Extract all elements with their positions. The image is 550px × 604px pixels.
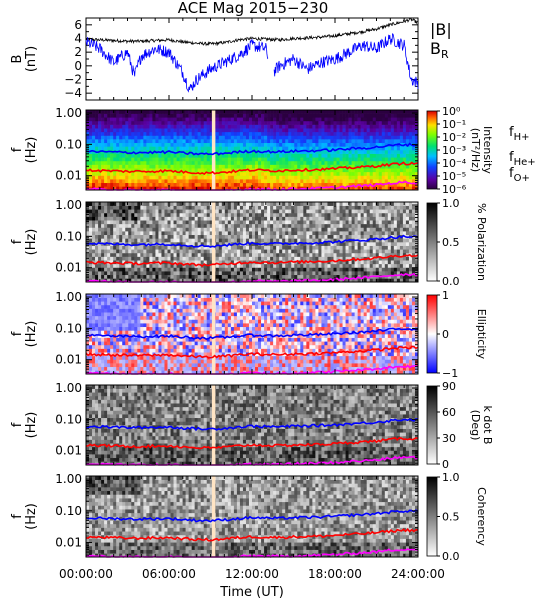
ellipticity-colorbar-tick-label: −1	[442, 367, 458, 380]
b-tick-label: −4	[64, 86, 82, 100]
data-gap	[212, 294, 215, 374]
chart-title: ACE Mag 2015−230	[178, 0, 329, 17]
x-tick-label: 18:00:00	[308, 567, 362, 581]
b-tick-label: 2	[74, 45, 82, 59]
intensity-colorbar-tick-label: 10⁰	[442, 105, 461, 118]
legend-gyro-H: fH+	[509, 125, 529, 143]
coherency-tick-label: 0.01	[55, 536, 82, 550]
coherency-tick-label: 0.10	[55, 504, 82, 518]
polarization-colorbar	[427, 203, 437, 281]
legend-gyro-O: fO+	[509, 166, 530, 184]
intensity-tick-label: 1.00	[55, 106, 82, 120]
intensity-colorbar-label: Intensity(nT²/Hz)	[469, 126, 494, 174]
polarization-tick-label: 0.01	[55, 261, 82, 275]
coherency-colorbar-tick-label: 0.0	[442, 550, 460, 563]
kdotb-ylabel: f(Hz)	[10, 412, 39, 439]
polarization-tick-label: 0.10	[55, 229, 82, 243]
heatmap-cells-intensity	[86, 110, 418, 190]
intensity-colorbar-tick-label: 10⁻³	[442, 144, 466, 157]
b-tick-label: 6	[74, 18, 82, 32]
series-line-br	[86, 34, 418, 92]
coherency-ylabel: f(Hz)	[10, 503, 39, 530]
x-tick-label: 12:00:00	[225, 567, 279, 581]
polarization-tick-label: 1.00	[55, 198, 82, 212]
ellipticity-ylabel: f(Hz)	[10, 321, 39, 348]
ellipticity-tick-label: 1.00	[55, 290, 82, 304]
data-gap	[212, 110, 215, 190]
kdotb-colorbar-label: k dot B(Deg)	[469, 406, 494, 445]
coherency-colorbar-tick-label: 1.0	[442, 471, 460, 484]
intensity-tick-label: 0.10	[55, 137, 82, 151]
coherency-tick-label: 1.00	[55, 472, 82, 486]
legend-br: BR	[430, 39, 449, 61]
kdotb-colorbar-tick-label: 90	[442, 380, 456, 393]
b-tick-label: −2	[64, 73, 82, 87]
polarization-colorbar-tick-label: 0.5	[442, 236, 460, 249]
kdotb-colorbar-tick-label: 30	[442, 432, 456, 445]
coherency-colorbar-tick-label: 0.5	[442, 511, 460, 524]
legend-bmag: |B|	[430, 20, 452, 39]
data-gap	[212, 385, 215, 465]
kdotb-colorbar-tick-label: 0	[442, 458, 449, 471]
intensity-ylabel: f(Hz)	[10, 137, 39, 164]
ellipticity-colorbar	[427, 295, 437, 373]
intensity-colorbar-tick-label: 10⁻⁴	[442, 157, 467, 170]
intensity-colorbar-tick-label: 10⁻¹	[442, 118, 466, 131]
kdotb-colorbar	[427, 386, 437, 464]
data-gap	[212, 476, 215, 557]
x-tick-label: 00:00:00	[59, 567, 113, 581]
b-ylabel: B(nT)	[10, 46, 39, 72]
data-gap	[212, 202, 215, 282]
coherency-colorbar-label: Coherency	[475, 487, 488, 546]
ellipticity-tick-label: 0.01	[55, 353, 82, 367]
x-tick-label: 24:00:00	[391, 567, 445, 581]
ellipticity-colorbar-label: Ellipticity	[475, 309, 488, 360]
intensity-tick-label: 0.01	[55, 169, 82, 183]
x-tick-label: 06:00:00	[142, 567, 196, 581]
b-tick-label: 4	[74, 32, 82, 46]
polarization-colorbar-tick-label: 0.0	[442, 275, 460, 288]
polarization-colorbar-label: % Polarization	[475, 203, 488, 281]
intensity-colorbar	[427, 111, 437, 189]
heatmap-cells-coherency	[86, 476, 418, 557]
kdotb-tick-label: 0.01	[55, 444, 82, 458]
ellipticity-colorbar-tick-label: 1	[442, 289, 449, 302]
polarization-colorbar-tick-label: 1.0	[442, 197, 460, 210]
ellipticity-colorbar-tick-label: 0	[442, 328, 449, 341]
coherency-colorbar	[427, 477, 437, 556]
ellipticity-tick-label: 0.10	[55, 321, 82, 335]
kdotb-tick-label: 1.00	[55, 381, 82, 395]
polarization-ylabel: f(Hz)	[10, 229, 39, 256]
b-tick-label: 0	[74, 59, 82, 73]
intensity-colorbar-tick-label: 10⁻²	[442, 131, 466, 144]
intensity-colorbar-tick-label: 10⁻⁶	[442, 183, 467, 196]
kdotb-colorbar-tick-label: 60	[442, 406, 456, 419]
intensity-colorbar-tick-label: 10⁻⁵	[442, 170, 466, 183]
kdotb-tick-label: 0.10	[55, 412, 82, 426]
x-axis-label: Time (UT)	[219, 585, 284, 600]
